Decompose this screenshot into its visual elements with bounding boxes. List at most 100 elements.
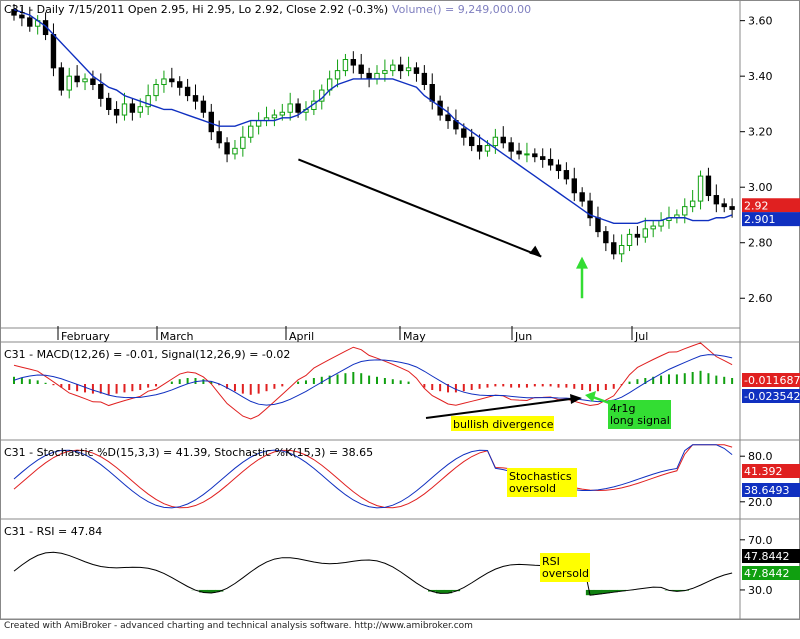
rsi-oversold-note-bg: [540, 553, 590, 582]
ma-value-tag: 2.901: [744, 213, 776, 226]
candle-body: [390, 64, 396, 72]
candle-body: [374, 72, 380, 80]
candle-body: [579, 192, 585, 202]
rsi-oversold-note: oversold: [542, 567, 589, 580]
month-label: Jul: [634, 330, 648, 343]
macd-value-tag-bg: [742, 373, 800, 387]
candle-body: [697, 175, 704, 202]
month-label: Jun: [514, 330, 532, 343]
candle-body: [571, 178, 577, 194]
price-tick-label: 3.00: [748, 181, 773, 194]
long-signal-arrowhead: [585, 391, 596, 402]
signal-value-tag-bg: [742, 389, 800, 403]
candle-body: [650, 225, 656, 230]
candle-body: [98, 84, 104, 99]
price-panel-title: C31 - Daily 7/15/2011 Open 2.95, Hi 2.95…: [4, 3, 388, 16]
candle-body: [382, 70, 388, 74]
bullish-divergence-note-bg: [451, 416, 554, 431]
candle-body: [729, 206, 735, 210]
rsi-panel-title: C31 - RSI = 47.84: [4, 525, 102, 538]
candle-body: [169, 78, 175, 83]
candle-body: [145, 95, 151, 108]
candle-body: [476, 145, 483, 152]
moving-average-line: [13, 8, 733, 224]
candle-body: [611, 242, 617, 255]
stoch-tick-label: 20.0: [748, 496, 773, 509]
candle-body: [129, 103, 136, 113]
ma-value-tag-bg: [742, 212, 800, 227]
candle-body: [595, 217, 601, 233]
candle-body: [484, 145, 491, 152]
candle-body: [634, 233, 641, 238]
candle-body: [66, 75, 72, 91]
price-tick-label: 3.20: [748, 126, 773, 139]
rsi-tick-label: 70.0: [748, 534, 773, 547]
candle-body: [255, 120, 262, 127]
candle-body: [618, 245, 625, 255]
candle-body: [547, 158, 554, 166]
candle-body: [279, 111, 286, 116]
stoch-d-tag-bg: [742, 464, 800, 478]
bullish-divergence-note: bullish divergence: [453, 418, 554, 431]
candle-body: [500, 136, 506, 144]
candle-body: [105, 97, 112, 110]
macd-panel-title: C31 - MACD(12,26) = -0.01, Signal(12,26,…: [4, 348, 290, 361]
candle-body: [58, 67, 65, 91]
price-tick-label: 3.40: [748, 70, 773, 83]
candle-body: [113, 108, 120, 116]
close-price-tag: 2.92: [744, 199, 769, 212]
candle-body: [342, 59, 349, 72]
candle-body: [563, 170, 570, 180]
divergence-arrow: [425, 397, 579, 419]
candle-body: [468, 136, 475, 147]
candle-body: [19, 14, 25, 19]
candle-body: [161, 78, 167, 85]
candle-body: [90, 78, 96, 85]
candle-body: [397, 64, 404, 72]
candle-body: [224, 142, 230, 155]
stoch-k-tag-bg: [742, 483, 800, 497]
candle-body: [366, 72, 372, 80]
price-tick-label: 2.60: [748, 292, 773, 305]
stochastics-oversold-note: oversold: [509, 482, 556, 495]
candle-body: [350, 59, 357, 66]
candle-body: [429, 84, 435, 102]
candle-body: [184, 86, 191, 97]
candle-body: [721, 203, 727, 208]
candle-body: [405, 67, 412, 72]
month-label: May: [403, 330, 426, 343]
candle-body: [705, 175, 712, 197]
downtrend-arrow: [298, 158, 542, 258]
candle-body: [413, 67, 420, 74]
volume-label: Volume() = 9,249,000.00: [392, 3, 531, 16]
candle-body: [358, 64, 364, 74]
stoch-panel-title: C31 - Stochastic %D(15,3,3) = 41.39, Sto…: [4, 446, 373, 459]
candle-body: [508, 142, 514, 152]
rsi-tag2-bg: [742, 566, 800, 580]
candle-body: [192, 95, 199, 102]
month-label: April: [289, 330, 314, 343]
close-price-tag-bg: [742, 198, 800, 213]
downtrend-arrowhead: [529, 245, 542, 257]
stochastic-d-line: [13, 444, 733, 509]
candle-body: [540, 156, 546, 160]
macd-value-tag: -0.011687: [744, 374, 800, 387]
candle-body: [287, 103, 293, 113]
candle-body: [642, 228, 649, 238]
divergence-arrowhead: [570, 394, 582, 404]
candle-body: [587, 200, 593, 219]
stochastics-oversold-note: Stochastics: [509, 470, 572, 483]
candle-body: [121, 103, 128, 116]
candle-body: [177, 81, 183, 88]
candle-body: [713, 195, 720, 205]
macd-signal-line: [13, 354, 733, 406]
rsi-tag-bg: [742, 549, 800, 563]
buy-signal-arrowhead: [576, 256, 588, 269]
month-label: February: [61, 330, 110, 343]
candle-body: [74, 75, 80, 83]
stoch-d-tag: 41.392: [744, 465, 783, 478]
candle-body: [295, 103, 301, 113]
candle-body: [248, 125, 254, 138]
